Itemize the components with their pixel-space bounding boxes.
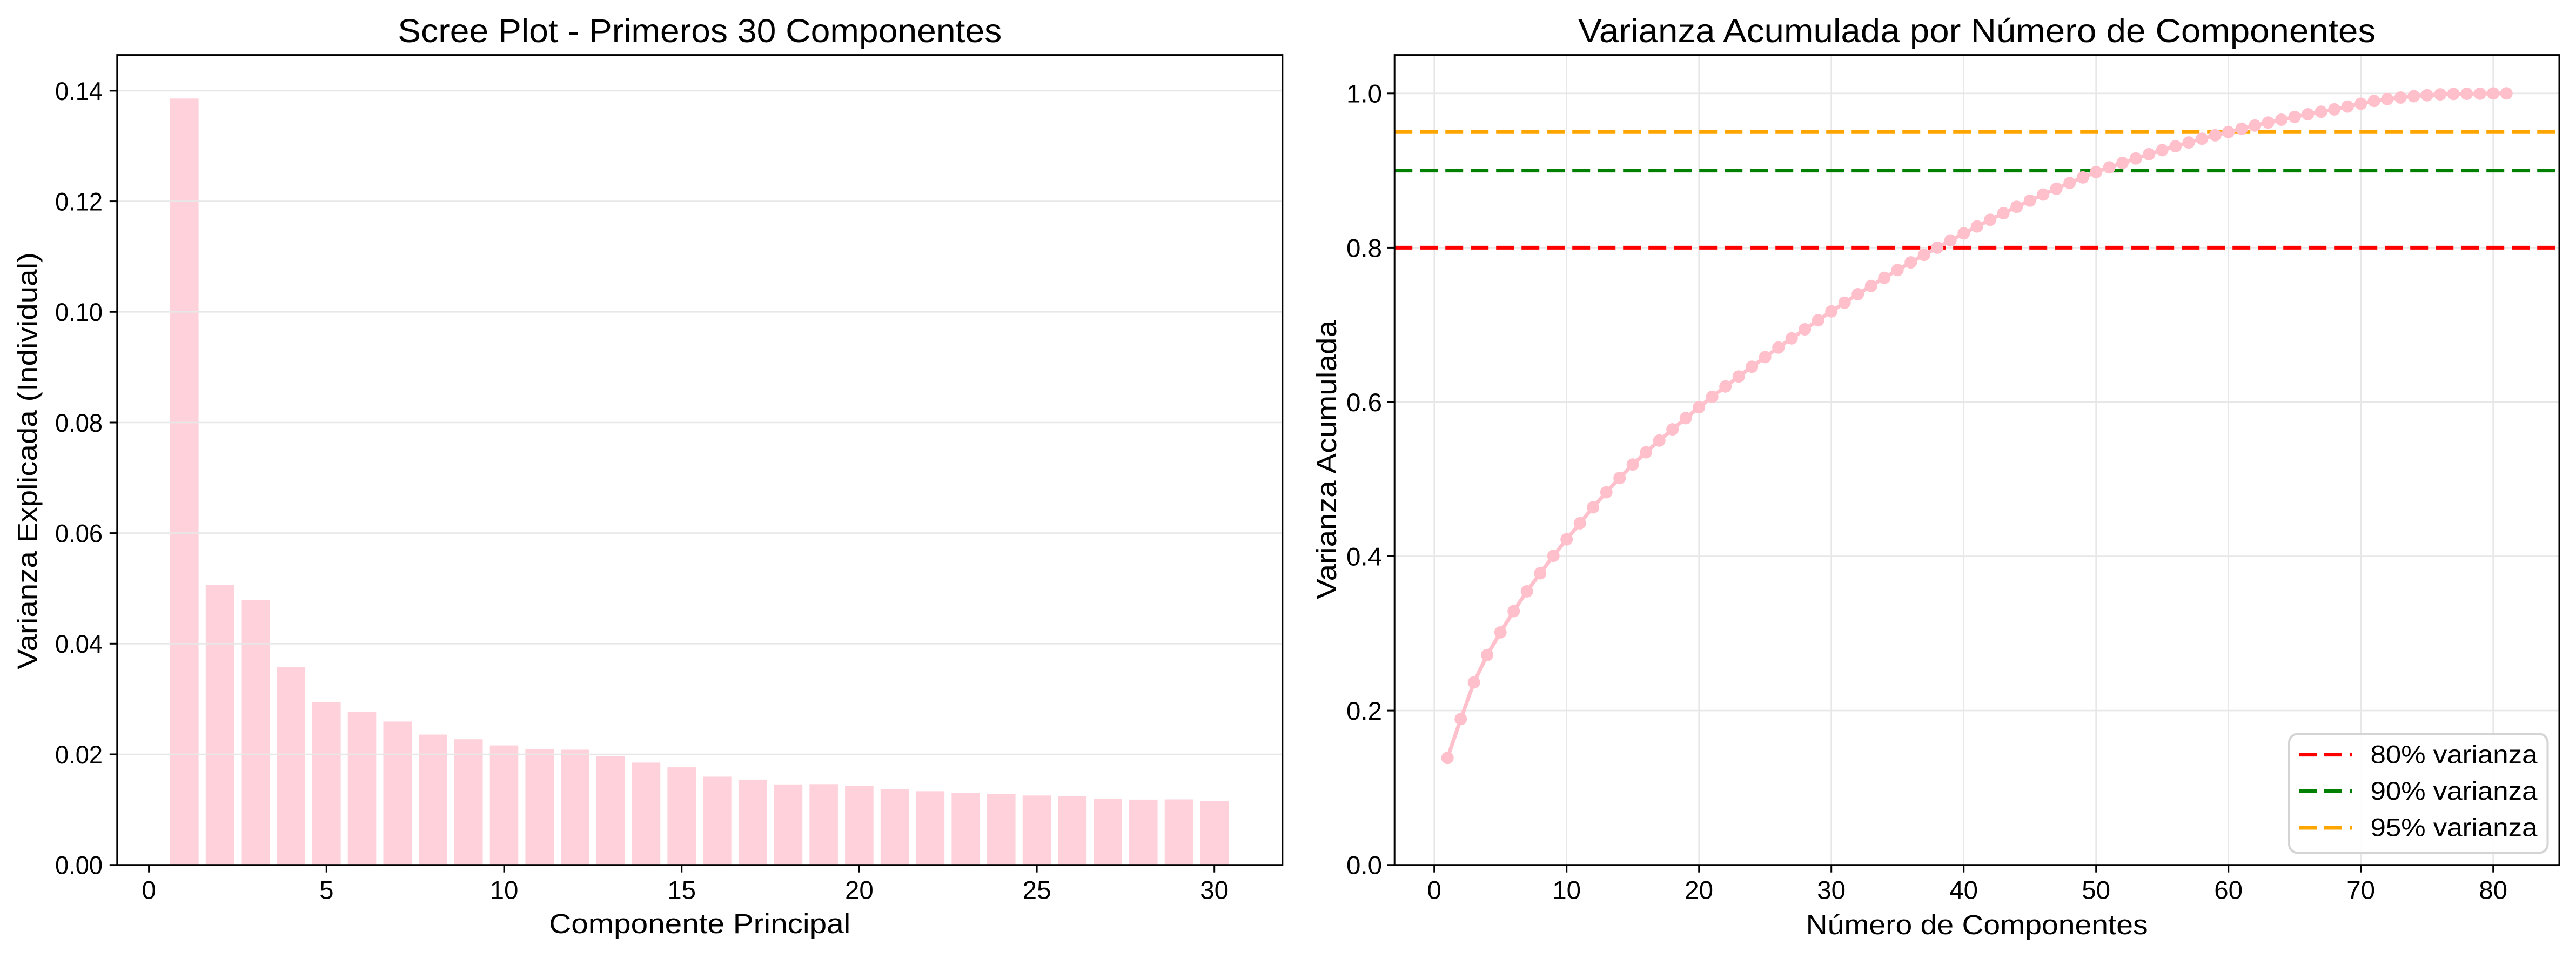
svg-text:10: 10 [1552, 876, 1581, 905]
svg-text:10: 10 [490, 876, 519, 905]
svg-text:0.06: 0.06 [55, 520, 103, 548]
svg-text:40: 40 [1949, 876, 1978, 905]
svg-text:Scree Plot - Primeros 30 Compo: Scree Plot - Primeros 30 Componentes [398, 12, 1002, 50]
svg-text:0.08: 0.08 [55, 409, 103, 438]
svg-text:0: 0 [1427, 876, 1441, 905]
svg-text:0.04: 0.04 [55, 630, 103, 659]
svg-text:0.14: 0.14 [55, 77, 103, 106]
svg-text:20: 20 [845, 876, 874, 905]
svg-text:Número de Componentes: Número de Componentes [1806, 909, 2148, 940]
svg-text:5: 5 [319, 876, 333, 905]
svg-text:70: 70 [2346, 876, 2375, 905]
svg-text:0.12: 0.12 [55, 188, 103, 217]
svg-text:30: 30 [1817, 876, 1846, 905]
svg-text:Varianza Acumulada: Varianza Acumulada [1311, 320, 1342, 599]
svg-text:Componente Principal: Componente Principal [549, 908, 850, 939]
svg-text:15: 15 [667, 876, 696, 905]
svg-text:90% varianza: 90% varianza [2371, 777, 2538, 806]
svg-text:80% varianza: 80% varianza [2371, 740, 2538, 769]
svg-text:60: 60 [2214, 876, 2243, 905]
svg-text:95% varianza: 95% varianza [2371, 814, 2538, 842]
svg-text:0.02: 0.02 [55, 741, 103, 769]
svg-text:0.10: 0.10 [55, 298, 103, 327]
svg-text:25: 25 [1023, 876, 1051, 905]
svg-text:0.2: 0.2 [1346, 697, 1382, 726]
svg-text:30: 30 [1200, 876, 1229, 905]
svg-text:50: 50 [2082, 876, 2110, 905]
svg-text:1.0: 1.0 [1346, 80, 1382, 109]
svg-text:Varianza Acumulada por Número: Varianza Acumulada por Número de Compone… [1578, 12, 2376, 50]
svg-text:0: 0 [142, 876, 156, 905]
svg-text:0.6: 0.6 [1346, 388, 1382, 417]
svg-text:0.0: 0.0 [1346, 852, 1382, 880]
svg-text:80: 80 [2479, 876, 2507, 905]
svg-text:Varianza Explicada (Individual: Varianza Explicada (Individual) [11, 252, 43, 669]
svg-text:0.8: 0.8 [1346, 234, 1382, 263]
svg-text:20: 20 [1685, 876, 1713, 905]
svg-text:0.00: 0.00 [55, 852, 103, 880]
svg-text:0.4: 0.4 [1346, 542, 1382, 571]
